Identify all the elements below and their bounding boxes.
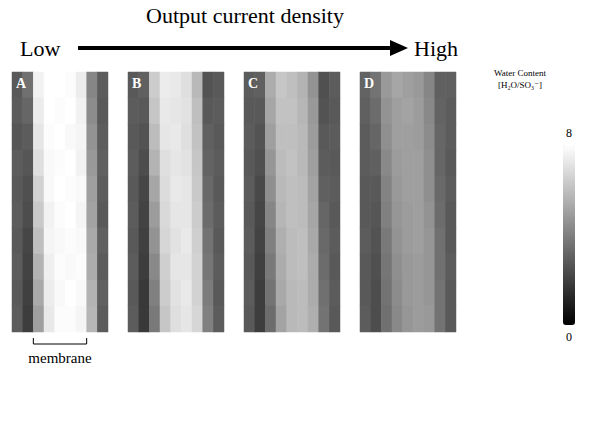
svg-text:C: C (248, 76, 258, 91)
svg-text:Water Content: Water Content (494, 68, 547, 78)
svg-text:High: High (414, 36, 458, 61)
svg-text:Low: Low (20, 36, 60, 61)
svg-text:0: 0 (566, 330, 572, 344)
svg-text:Output current density: Output current density (146, 3, 344, 28)
svg-text:membrane: membrane (28, 350, 92, 366)
svg-text:A: A (16, 76, 27, 91)
svg-text:D: D (364, 76, 374, 91)
svg-text:[H₂O/SO₃⁻]: [H₂O/SO₃⁻] (498, 80, 542, 90)
svg-text:8: 8 (566, 126, 572, 140)
svg-text:B: B (132, 76, 141, 91)
